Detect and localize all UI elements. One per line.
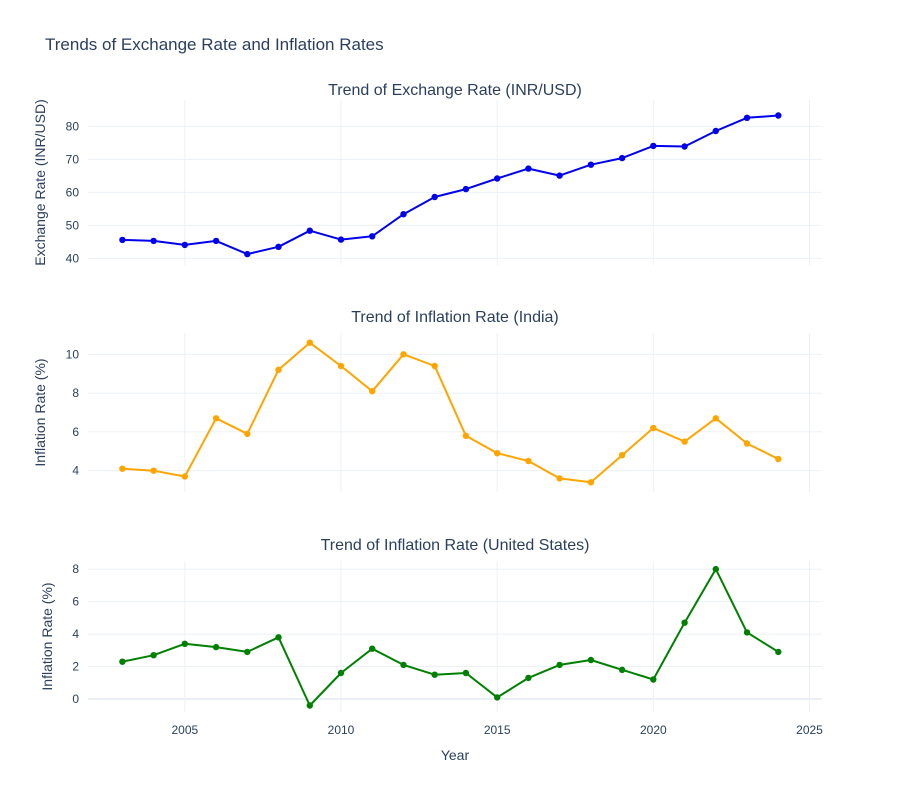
data-point <box>587 161 595 168</box>
data-point <box>650 676 657 683</box>
data-point <box>119 236 126 244</box>
data-point <box>369 645 376 652</box>
data-point <box>244 648 251 656</box>
x-tick-label: 2015 <box>484 723 511 737</box>
y-tick-label: 4 <box>72 627 79 641</box>
data-point <box>181 473 188 480</box>
x-tick-label: 2005 <box>171 723 198 737</box>
data-point <box>369 233 376 240</box>
data-point <box>431 193 438 201</box>
y-tick-label: 50 <box>66 218 80 232</box>
y-tick-label: 70 <box>66 152 80 166</box>
data-point <box>650 142 657 150</box>
data-point <box>212 237 220 245</box>
data-point <box>775 455 782 463</box>
data-point <box>556 475 563 482</box>
x-tick-label: 2010 <box>328 723 355 737</box>
series-line <box>122 568 779 707</box>
data-point <box>525 674 532 682</box>
series-line <box>122 114 779 256</box>
data-point <box>150 237 157 245</box>
data-point <box>618 452 626 459</box>
data-point <box>712 415 719 422</box>
data-point <box>150 467 157 474</box>
y-axis-label: Inflation Rate (%) <box>32 358 48 466</box>
data-point <box>119 658 126 665</box>
data-point <box>181 640 188 647</box>
figure-title: Trends of Exchange Rate and Inflation Ra… <box>45 35 384 54</box>
data-point <box>400 661 407 669</box>
data-point <box>556 661 563 669</box>
data-point <box>275 243 282 250</box>
data-point <box>119 465 126 472</box>
data-point <box>743 114 751 122</box>
data-point <box>775 112 782 119</box>
subplot-title: Trend of Exchange Rate (INR/USD) <box>328 82 582 99</box>
y-tick-label: 2 <box>72 660 79 674</box>
data-point <box>650 424 657 432</box>
data-point <box>275 366 282 373</box>
y-tick-label: 60 <box>66 185 80 199</box>
data-point <box>337 236 345 243</box>
data-point <box>681 619 688 626</box>
data-point <box>400 211 407 218</box>
y-tick-label: 6 <box>72 425 79 439</box>
y-axis-label: Exchange Rate (INR/USD) <box>32 99 48 266</box>
data-point <box>556 172 563 179</box>
data-point <box>462 185 470 193</box>
data-point <box>681 438 688 445</box>
data-point <box>712 127 719 135</box>
x-axis-label: Year <box>441 747 470 763</box>
y-tick-label: 8 <box>72 386 79 400</box>
data-point <box>743 440 751 447</box>
subplot-title: Trend of Inflation Rate (India) <box>351 309 559 326</box>
data-point <box>337 669 345 677</box>
y-tick-label: 4 <box>72 464 79 478</box>
data-point <box>431 671 438 678</box>
data-point <box>525 165 532 172</box>
data-point <box>775 648 782 656</box>
data-point <box>212 643 220 651</box>
data-point <box>525 457 532 465</box>
data-point <box>244 250 251 258</box>
data-point <box>369 388 376 395</box>
data-point <box>275 634 282 641</box>
y-axis-label: Inflation Rate (%) <box>39 582 55 690</box>
data-point <box>494 175 501 182</box>
y-tick-label: 80 <box>66 119 80 133</box>
data-point <box>462 669 470 677</box>
data-point <box>337 362 345 370</box>
data-point <box>212 415 220 422</box>
data-point <box>244 430 251 437</box>
y-tick-label: 0 <box>72 692 79 706</box>
x-tick-label: 2020 <box>640 723 667 737</box>
data-point <box>431 362 438 370</box>
subplot-title: Trend of Inflation Rate (United States) <box>321 537 590 554</box>
data-point <box>618 154 626 162</box>
data-point <box>494 450 501 457</box>
data-point <box>462 432 470 439</box>
data-point <box>712 565 719 573</box>
y-tick-label: 40 <box>66 251 80 265</box>
y-tick-label: 8 <box>72 562 79 576</box>
data-point <box>494 694 501 701</box>
data-point <box>681 143 688 150</box>
data-point <box>150 652 157 659</box>
data-point <box>618 666 626 673</box>
data-point <box>587 479 595 486</box>
y-tick-label: 10 <box>66 347 80 361</box>
data-point <box>306 702 313 709</box>
data-point <box>587 656 595 664</box>
data-point <box>306 227 313 234</box>
series-line <box>122 341 779 484</box>
data-point <box>400 351 407 358</box>
data-point <box>181 241 188 249</box>
data-point <box>743 629 751 636</box>
y-tick-label: 6 <box>72 595 79 609</box>
x-tick-label: 2025 <box>796 723 823 737</box>
data-point <box>306 339 313 346</box>
